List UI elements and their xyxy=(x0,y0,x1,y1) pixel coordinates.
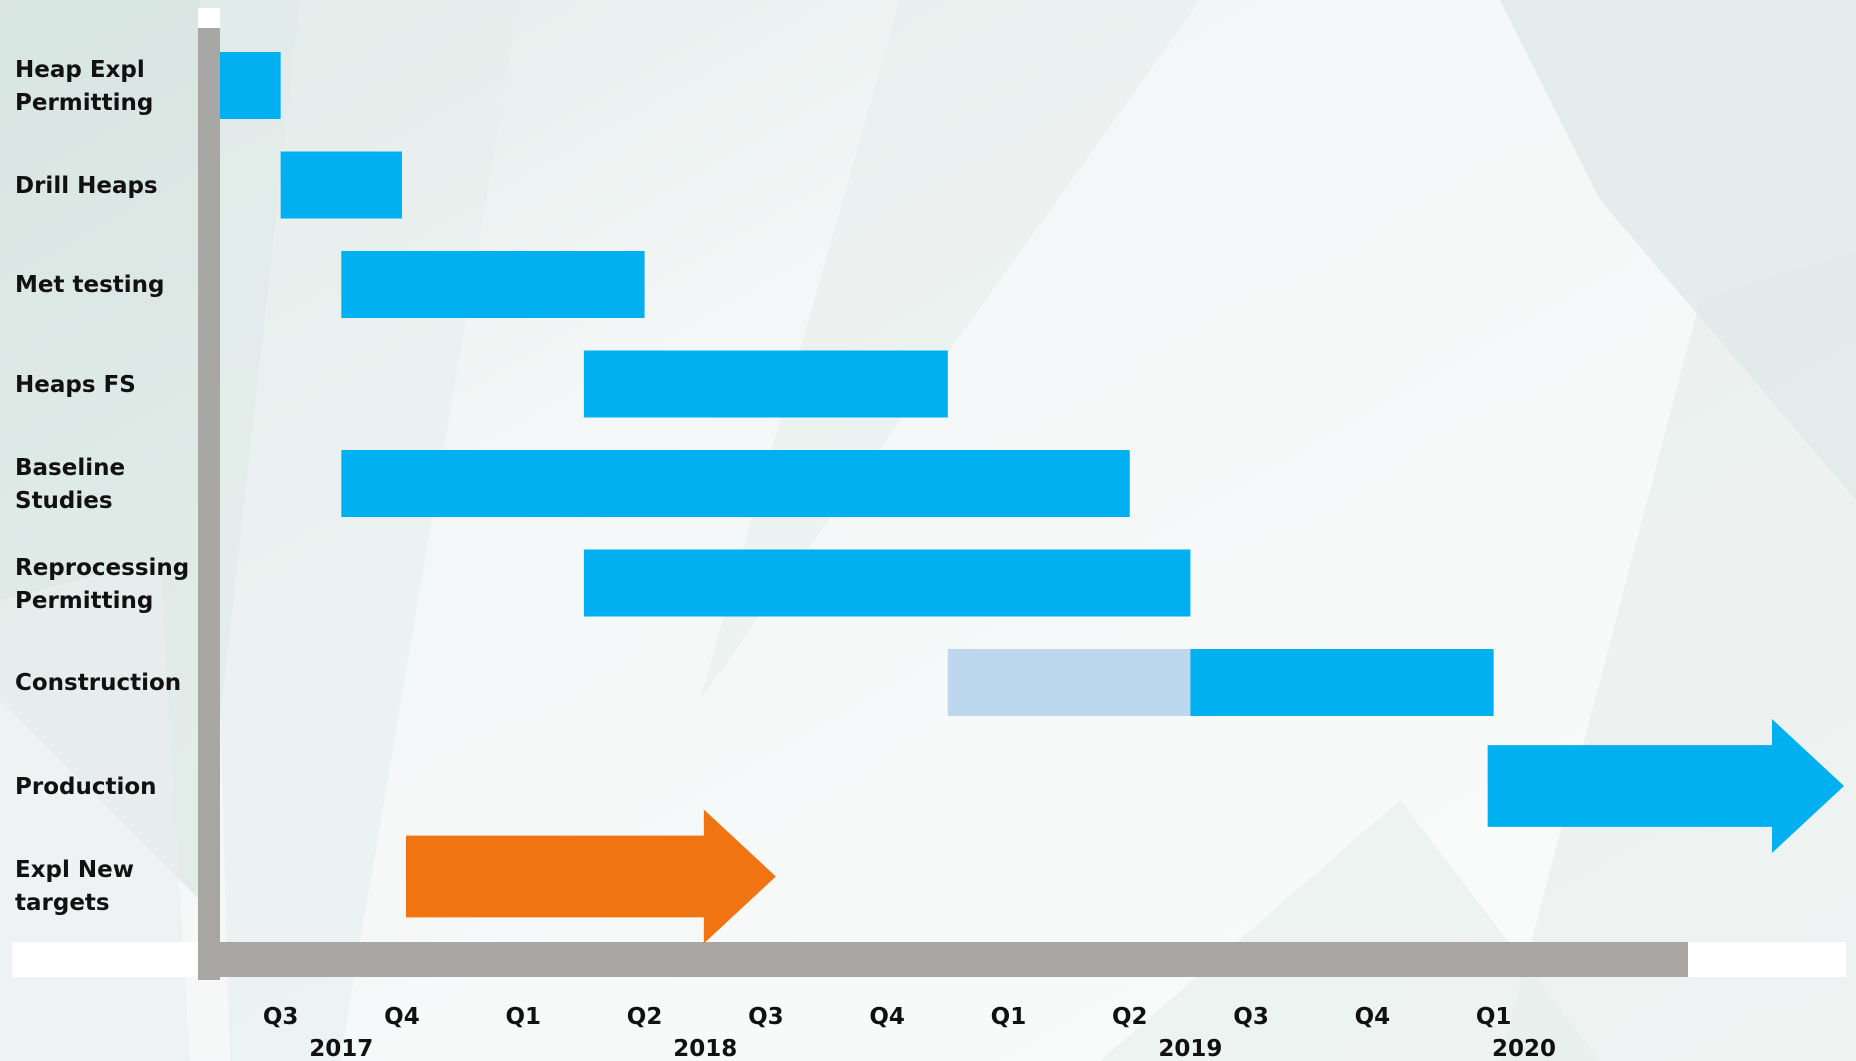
row-label-production: Production xyxy=(15,773,157,800)
row-label-heap-expl-permitting: Heap Expl Permitting xyxy=(15,57,154,116)
x-tick-label: Q1 xyxy=(1476,1004,1512,1030)
year-label: 2019 xyxy=(1158,1036,1222,1061)
axis-cap xyxy=(198,8,220,30)
x-tick-label: Q4 xyxy=(1355,1004,1391,1030)
year-label: 2020 xyxy=(1492,1036,1556,1061)
x-tick-label: Q3 xyxy=(263,1004,299,1030)
x-tick-label: Q2 xyxy=(627,1004,663,1030)
row-label-reprocessing-permitting: Reprocessing Permitting xyxy=(15,554,190,614)
bar-heaps-fs xyxy=(583,350,948,418)
year-label: 2018 xyxy=(673,1036,737,1061)
row-label-met-testing: Met testing xyxy=(15,272,165,298)
x-tick-label: Q2 xyxy=(1112,1004,1148,1030)
bar-heap-expl-permitting xyxy=(220,52,281,119)
bar-drill-heaps xyxy=(280,151,402,219)
y-axis xyxy=(198,28,220,980)
bar-construction-2 xyxy=(1190,649,1494,716)
bar-met-testing xyxy=(341,251,645,318)
bar-reprocessing-permitting xyxy=(583,549,1191,617)
bar-baseline-studies xyxy=(341,450,1130,517)
x-tick-label: Q1 xyxy=(505,1004,541,1030)
x-tick-label: Q4 xyxy=(384,1004,420,1030)
x-tick-label: Q3 xyxy=(1233,1004,1269,1030)
row-label-heaps-fs: Heaps FS xyxy=(15,371,136,398)
x-tick-label: Q1 xyxy=(991,1004,1027,1030)
row-label-drill-heaps: Drill Heaps xyxy=(15,172,158,199)
x-tick-label: Q3 xyxy=(748,1004,784,1030)
row-label-baseline-studies: Baseline Studies xyxy=(15,455,126,514)
arrow-production xyxy=(1487,719,1844,853)
year-label: 2017 xyxy=(309,1036,373,1061)
x-axis xyxy=(198,942,1688,977)
bar-construction-1 xyxy=(947,649,1191,716)
row-label-construction: Construction xyxy=(15,670,182,696)
row-label-expl-new-targets: Expl New targets xyxy=(15,857,134,916)
x-tick-label: Q4 xyxy=(869,1004,905,1030)
arrow-expl-new-targets xyxy=(405,809,776,944)
